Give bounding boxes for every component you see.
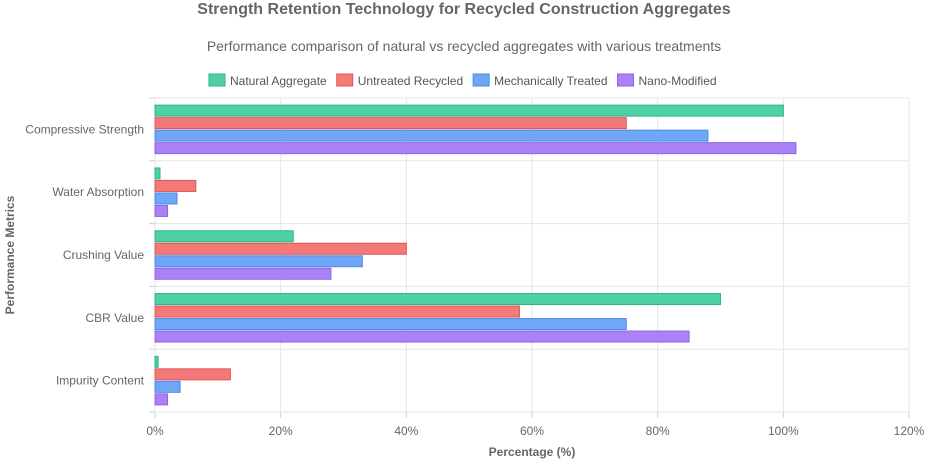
legend-item-label[interactable]: Natural Aggregate: [230, 74, 327, 88]
bar[interactable]: [154, 318, 627, 331]
bar[interactable]: [154, 179, 197, 192]
x-axis-tick-labels: 0% 20% 40% 60% 80% 100% 120%: [146, 424, 924, 438]
y-axis-tick-labels: Compressive Strength Water Absorption Crus…: [25, 122, 144, 387]
bar[interactable]: [154, 117, 627, 130]
bar[interactable]: [154, 129, 709, 142]
bar[interactable]: [154, 355, 159, 368]
bar[interactable]: [154, 267, 332, 280]
bar[interactable]: [154, 242, 407, 255]
legend[interactable]: Natural Aggregate Untreated Recycled Mecha…: [208, 73, 717, 88]
bar[interactable]: [154, 204, 169, 217]
x-tick-label: 120%: [894, 424, 925, 438]
chart-subtitle: Performance comparison of natural vs rec…: [207, 38, 721, 54]
y-axis-title: Performance Metrics: [3, 195, 17, 314]
x-tick-label: 0%: [146, 424, 164, 438]
bar[interactable]: [154, 293, 721, 306]
bar[interactable]: [154, 255, 363, 268]
legend-item-label[interactable]: Mechanically Treated: [494, 74, 607, 88]
x-tick-label: 20%: [269, 424, 293, 438]
y-tick-label: Impurity Content: [56, 374, 145, 388]
legend-swatch[interactable]: [617, 73, 635, 87]
legend-item-label[interactable]: Untreated Recycled: [358, 74, 463, 88]
bar[interactable]: [154, 368, 231, 381]
x-tick-label: 60%: [520, 424, 544, 438]
bar[interactable]: [154, 192, 178, 205]
chart-title: Strength Retention Technology for Recycl…: [197, 1, 730, 18]
bar[interactable]: [154, 104, 784, 117]
legend-item-label[interactable]: Nano-Modified: [639, 74, 717, 88]
bar[interactable]: [154, 393, 169, 406]
y-tick-label: CBR Value: [86, 311, 145, 325]
legend-swatch[interactable]: [208, 73, 226, 87]
x-tick-label: 100%: [768, 424, 799, 438]
bar[interactable]: [154, 330, 690, 343]
bar[interactable]: [154, 142, 797, 155]
legend-swatch[interactable]: [336, 73, 354, 87]
bars: [154, 104, 797, 406]
y-tick-label: Water Absorption: [52, 185, 144, 199]
x-tick-label: 80%: [646, 424, 670, 438]
bar[interactable]: [154, 305, 520, 318]
y-tick-label: Crushing Value: [63, 248, 144, 262]
y-tick-label: Compressive Strength: [25, 122, 144, 136]
bar[interactable]: [154, 380, 181, 393]
x-axis-title: Percentage (%): [489, 445, 576, 459]
legend-swatch[interactable]: [472, 73, 490, 87]
bar[interactable]: [154, 167, 161, 180]
x-tick-label: 40%: [394, 424, 418, 438]
bar[interactable]: [154, 230, 294, 243]
